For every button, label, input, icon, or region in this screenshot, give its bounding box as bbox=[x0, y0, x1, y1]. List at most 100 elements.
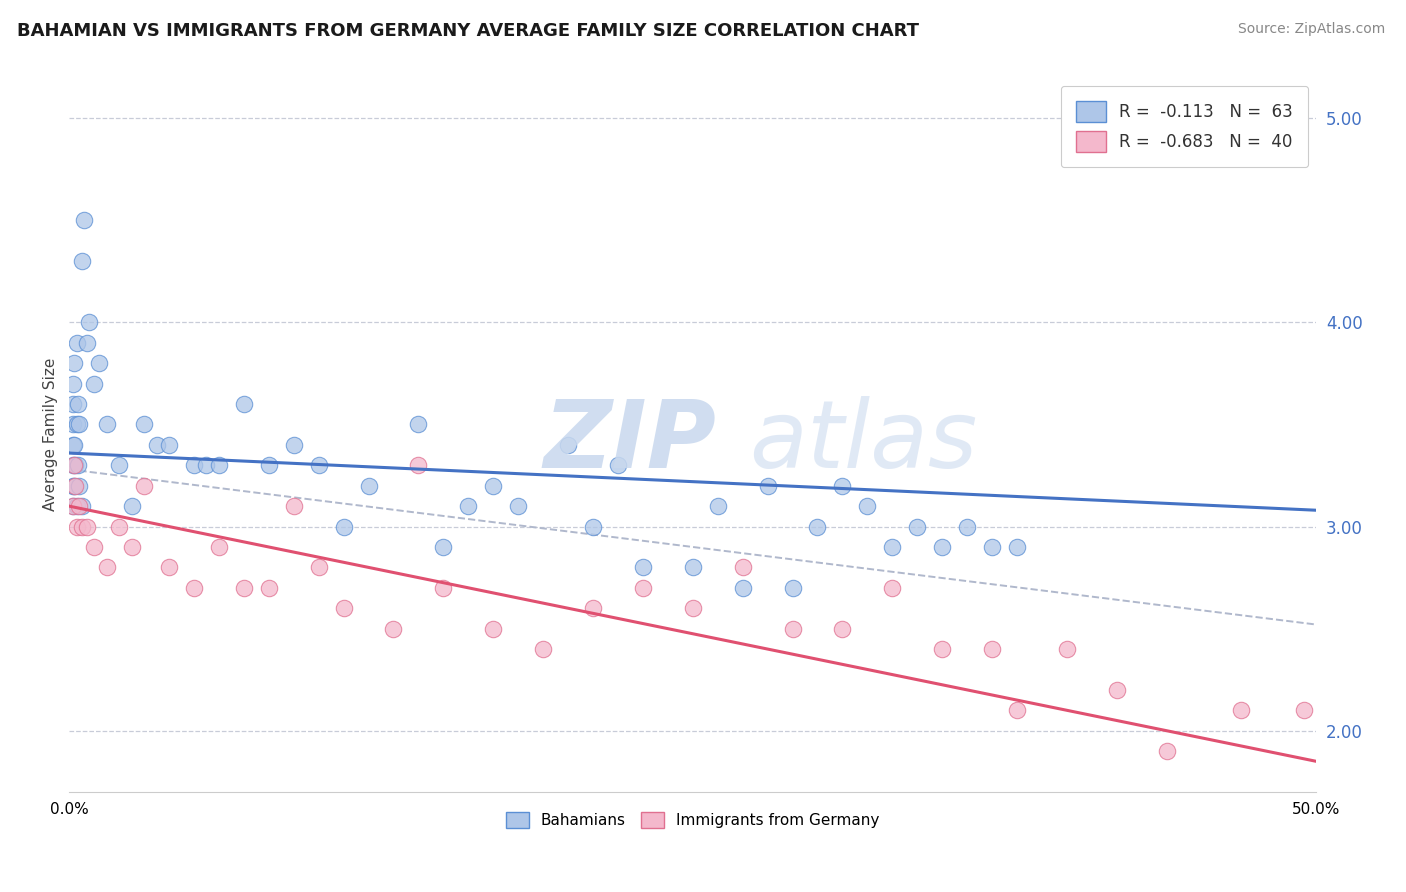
Point bbox=[831, 622, 853, 636]
Point bbox=[76, 519, 98, 533]
Point bbox=[308, 458, 330, 473]
Point bbox=[66, 519, 89, 533]
Point bbox=[308, 560, 330, 574]
Point bbox=[981, 540, 1004, 554]
Point bbox=[283, 438, 305, 452]
Point bbox=[183, 458, 205, 473]
Point bbox=[121, 540, 143, 554]
Point bbox=[183, 581, 205, 595]
Point bbox=[208, 458, 231, 473]
Point bbox=[232, 397, 254, 411]
Text: ZIP: ZIP bbox=[543, 396, 716, 488]
Point bbox=[89, 356, 111, 370]
Point bbox=[631, 581, 654, 595]
Point bbox=[62, 499, 84, 513]
Point bbox=[67, 479, 90, 493]
Point bbox=[62, 479, 84, 493]
Point bbox=[856, 499, 879, 513]
Point bbox=[956, 519, 979, 533]
Point bbox=[66, 417, 89, 432]
Point bbox=[731, 560, 754, 574]
Text: Source: ZipAtlas.com: Source: ZipAtlas.com bbox=[1237, 22, 1385, 37]
Point bbox=[73, 213, 96, 227]
Point bbox=[882, 581, 904, 595]
Point bbox=[121, 499, 143, 513]
Text: atlas: atlas bbox=[749, 396, 977, 487]
Point bbox=[62, 438, 84, 452]
Point bbox=[682, 601, 704, 615]
Point bbox=[1056, 642, 1078, 657]
Point bbox=[432, 581, 454, 595]
Point bbox=[132, 479, 155, 493]
Point bbox=[831, 479, 853, 493]
Point bbox=[157, 438, 180, 452]
Point bbox=[76, 335, 98, 350]
Point bbox=[67, 417, 90, 432]
Point bbox=[65, 458, 87, 473]
Point bbox=[108, 458, 131, 473]
Point bbox=[70, 254, 93, 268]
Legend: Bahamians, Immigrants from Germany: Bahamians, Immigrants from Germany bbox=[499, 806, 886, 834]
Point bbox=[782, 622, 804, 636]
Point bbox=[1005, 540, 1028, 554]
Point bbox=[432, 540, 454, 554]
Point bbox=[70, 499, 93, 513]
Point bbox=[257, 581, 280, 595]
Point bbox=[706, 499, 728, 513]
Point bbox=[806, 519, 828, 533]
Point bbox=[62, 458, 84, 473]
Point bbox=[83, 540, 105, 554]
Point bbox=[682, 560, 704, 574]
Point bbox=[482, 622, 505, 636]
Point bbox=[606, 458, 628, 473]
Point bbox=[132, 417, 155, 432]
Point bbox=[232, 581, 254, 595]
Point bbox=[145, 438, 167, 452]
Point bbox=[1105, 682, 1128, 697]
Point bbox=[408, 458, 430, 473]
Point bbox=[77, 315, 100, 329]
Point bbox=[257, 458, 280, 473]
Point bbox=[482, 479, 505, 493]
Point bbox=[283, 499, 305, 513]
Point bbox=[882, 540, 904, 554]
Point bbox=[108, 519, 131, 533]
Point bbox=[981, 642, 1004, 657]
Point bbox=[83, 376, 105, 391]
Point bbox=[66, 335, 89, 350]
Point bbox=[62, 397, 84, 411]
Point bbox=[931, 642, 953, 657]
Point bbox=[62, 417, 84, 432]
Text: BAHAMIAN VS IMMIGRANTS FROM GERMANY AVERAGE FAMILY SIZE CORRELATION CHART: BAHAMIAN VS IMMIGRANTS FROM GERMANY AVER… bbox=[17, 22, 920, 40]
Point bbox=[1156, 744, 1178, 758]
Point bbox=[66, 458, 89, 473]
Point bbox=[457, 499, 479, 513]
Point bbox=[631, 560, 654, 574]
Point bbox=[63, 438, 86, 452]
Point bbox=[382, 622, 405, 636]
Point bbox=[408, 417, 430, 432]
Point bbox=[1005, 703, 1028, 717]
Point bbox=[1292, 703, 1315, 717]
Point bbox=[157, 560, 180, 574]
Y-axis label: Average Family Size: Average Family Size bbox=[44, 358, 58, 511]
Point bbox=[70, 519, 93, 533]
Point bbox=[208, 540, 231, 554]
Point bbox=[332, 601, 354, 615]
Point bbox=[1230, 703, 1253, 717]
Point bbox=[96, 560, 118, 574]
Point bbox=[905, 519, 928, 533]
Point bbox=[66, 397, 89, 411]
Point bbox=[96, 417, 118, 432]
Point bbox=[65, 479, 87, 493]
Point bbox=[63, 458, 86, 473]
Point bbox=[756, 479, 779, 493]
Point bbox=[931, 540, 953, 554]
Point bbox=[332, 519, 354, 533]
Point bbox=[782, 581, 804, 595]
Point bbox=[531, 642, 554, 657]
Point bbox=[508, 499, 530, 513]
Point bbox=[62, 499, 84, 513]
Point bbox=[62, 376, 84, 391]
Point bbox=[582, 519, 605, 533]
